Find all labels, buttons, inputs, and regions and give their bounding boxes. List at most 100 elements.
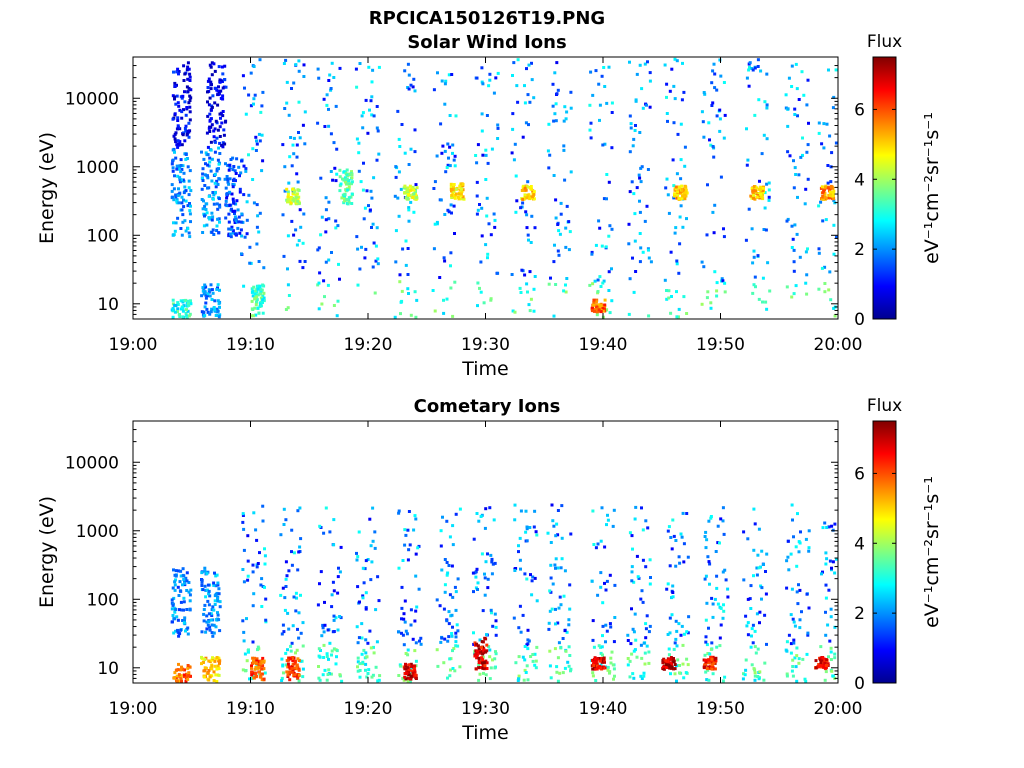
- flux-cell: [374, 608, 378, 612]
- flux-cell: [532, 525, 536, 529]
- flux-cell: [759, 190, 763, 194]
- flux-cell: [397, 137, 401, 141]
- flux-cell: [533, 576, 537, 580]
- flux-cell: [831, 528, 835, 532]
- flux-cell: [229, 235, 233, 239]
- flux-cell: [185, 589, 189, 592]
- flux-cell: [174, 195, 178, 199]
- flux-cell: [702, 265, 706, 269]
- flux-cell: [454, 635, 458, 639]
- flux-cell: [685, 630, 689, 634]
- flux-cell: [642, 671, 646, 675]
- flux-cell: [287, 569, 291, 573]
- flux-cell: [280, 657, 284, 661]
- flux-cell: [646, 526, 650, 530]
- flux-cell: [407, 87, 411, 91]
- flux-cell: [208, 96, 212, 100]
- flux-cell: [721, 616, 725, 620]
- flux-cell: [607, 65, 611, 69]
- flux-cell: [549, 563, 553, 567]
- flux-cell: [682, 560, 686, 564]
- flux-cell: [412, 528, 416, 532]
- flux-cell: [302, 63, 306, 67]
- flux-cell: [527, 63, 531, 67]
- flux-cell: [405, 672, 409, 675]
- flux-cell: [834, 141, 838, 145]
- flux-cell: [605, 629, 609, 633]
- flux-cell: [213, 172, 217, 176]
- flux-cell: [302, 75, 306, 78]
- flux-cell: [744, 658, 748, 662]
- flux-cell: [679, 532, 683, 536]
- flux-cell: [184, 189, 188, 193]
- flux-cell: [629, 126, 633, 130]
- flux-cell: [412, 210, 416, 214]
- flux-cell: [323, 623, 327, 627]
- flux-cell: [223, 142, 227, 146]
- flux-cell: [830, 524, 834, 528]
- flux-cell: [256, 284, 260, 288]
- flux-cell: [793, 166, 797, 170]
- flux-cell: [824, 596, 828, 600]
- flux-cell: [480, 112, 484, 116]
- flux-cell: [200, 584, 204, 587]
- flux-cell: [176, 124, 180, 128]
- flux-cell: [451, 667, 455, 670]
- flux-cell: [189, 674, 192, 678]
- flux-cell: [819, 186, 823, 190]
- flux-cell: [628, 675, 632, 679]
- flux-cell: [334, 226, 338, 230]
- flux-cell: [677, 185, 681, 189]
- flux-cell: [612, 508, 616, 512]
- flux-cell: [705, 643, 709, 647]
- flux-cell: [177, 662, 180, 666]
- flux-cell: [610, 227, 614, 231]
- flux-cell: [706, 652, 710, 655]
- flux-cell: [204, 588, 208, 592]
- flux-cell: [338, 673, 342, 677]
- flux-cell: [202, 292, 206, 296]
- flux-cell: [748, 65, 751, 69]
- flux-cell: [790, 85, 794, 88]
- flux-cell: [409, 200, 413, 204]
- flux-cell: [204, 208, 208, 211]
- flux-cell: [746, 537, 750, 541]
- flux-cell: [751, 261, 755, 265]
- flux-cell: [207, 103, 211, 107]
- flux-cell: [710, 663, 714, 667]
- flux-cell: [358, 600, 361, 604]
- flux-cell: [786, 107, 790, 111]
- flux-cell: [633, 239, 637, 243]
- flux-cell: [557, 606, 561, 610]
- flux-cell: [483, 664, 487, 668]
- flux-cell: [496, 123, 500, 127]
- flux-cell: [553, 243, 556, 247]
- flux-cell: [705, 678, 709, 682]
- flux-cell: [710, 667, 714, 671]
- cometary-colorbar-label: eV⁻¹cm⁻²sr⁻¹s⁻¹: [921, 476, 943, 628]
- flux-cell: [605, 197, 608, 201]
- flux-cell: [182, 675, 186, 679]
- flux-cell: [173, 84, 177, 88]
- flux-cell: [218, 78, 222, 82]
- flux-cell: [362, 648, 366, 652]
- flux-cell: [673, 231, 677, 235]
- flux-cell: [217, 592, 221, 596]
- flux-cell: [630, 607, 633, 611]
- flux-cell: [255, 203, 259, 207]
- flux-cell: [186, 666, 190, 670]
- flux-cell: [755, 195, 759, 199]
- flux-cell: [173, 617, 177, 621]
- flux-cell: [204, 301, 208, 305]
- flux-cell: [673, 97, 677, 101]
- flux-cell: [302, 212, 306, 216]
- flux-cell: [366, 558, 370, 561]
- flux-cell: [323, 600, 326, 604]
- flux-cell: [321, 626, 325, 630]
- flux-cell: [327, 258, 331, 262]
- flux-cell: [821, 526, 825, 530]
- flux-cell: [529, 573, 532, 577]
- flux-cell: [823, 282, 827, 285]
- flux-cell: [510, 273, 514, 276]
- flux-cell: [449, 185, 453, 189]
